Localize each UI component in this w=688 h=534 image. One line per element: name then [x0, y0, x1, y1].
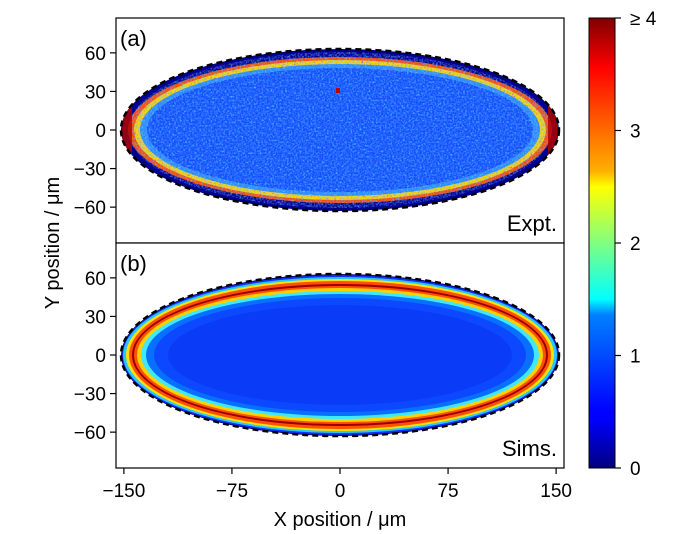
- y-tick-label: 60: [85, 269, 106, 290]
- colorbar-tick-label: 3: [630, 122, 641, 143]
- panel-b-heatmap: [121, 274, 559, 436]
- y-tick-label: −30: [74, 385, 106, 406]
- x-tick-label: 0: [335, 481, 346, 502]
- x-tick-label: −150: [102, 481, 145, 502]
- colorbar-tick-label: ≥ 4: [630, 9, 657, 30]
- y-tick-label: 60: [85, 44, 106, 65]
- panel-a-label: (a): [120, 26, 147, 51]
- panel-a-y-ticks: 60 30 0 −30 −60: [74, 44, 116, 219]
- x-tick-label: 150: [540, 481, 572, 502]
- y-tick-label: 0: [95, 121, 106, 142]
- x-axis-label: X position / μm: [274, 509, 407, 531]
- panel-a-corner-label: Expt.: [507, 211, 557, 236]
- panel-b-y-ticks: 60 30 0 −30 −60: [74, 269, 116, 444]
- panel-b-boundary: [119, 272, 561, 438]
- x-tick-label: 75: [437, 481, 458, 502]
- x-tick-label: −75: [216, 481, 248, 502]
- y-tick-label: 0: [95, 346, 106, 367]
- panel-a-heatmap: [121, 49, 559, 211]
- y-axis-label: Y position / μm: [42, 177, 64, 309]
- colorbar-tick-label: 0: [630, 459, 641, 480]
- colorbar-bar: [588, 17, 616, 469]
- panel-b-corner-label: Sims.: [502, 436, 557, 461]
- y-tick-label: −60: [74, 423, 106, 444]
- panel-a-boundary: [119, 47, 561, 213]
- x-ticks: −150 −75 0 75 150: [102, 468, 572, 502]
- colorbar-tick-label: 2: [630, 234, 641, 255]
- colorbar: 0 1 2 3 ≥ 4: [588, 9, 657, 480]
- y-tick-label: −30: [74, 160, 106, 181]
- panel-b: (b) Sims. 60 30 0 −30 −60 −150 −75 0 75 150: [74, 242, 572, 502]
- panel-b-label: (b): [120, 251, 147, 276]
- y-tick-label: 30: [85, 307, 106, 328]
- y-tick-label: 30: [85, 82, 106, 103]
- y-tick-label: −60: [74, 198, 106, 219]
- panel-a: (a) Expt. 60 30 0 −30 −60: [74, 17, 565, 244]
- colorbar-ticks: 0 1 2 3 ≥ 4: [615, 9, 657, 480]
- colorbar-tick-label: 1: [630, 347, 641, 368]
